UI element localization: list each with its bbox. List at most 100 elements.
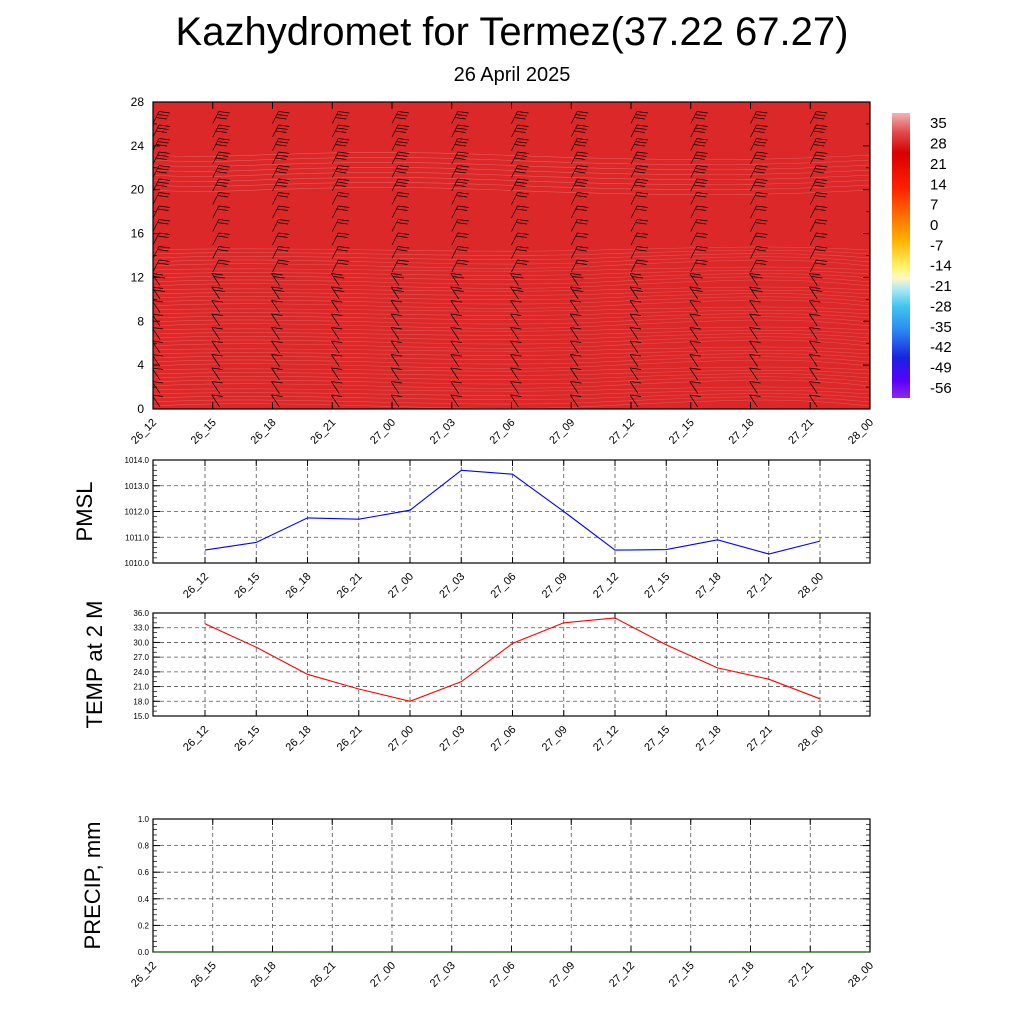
wind-barb-flag bbox=[635, 114, 647, 117]
colorbar-label: -56 bbox=[930, 380, 952, 397]
wind-barb-flag bbox=[813, 144, 825, 147]
wind-barb-flag bbox=[696, 165, 708, 168]
wind-barb-flag bbox=[629, 367, 642, 370]
wind-barb-flag bbox=[217, 168, 229, 171]
wind-barb-flag bbox=[158, 259, 171, 262]
wind-barb-flag bbox=[809, 340, 821, 343]
wind-barb-flag bbox=[457, 205, 469, 208]
wind-barb-flag bbox=[816, 232, 828, 235]
wind-barb bbox=[689, 327, 699, 340]
wind-barb bbox=[510, 327, 519, 340]
wind-barb-flag bbox=[153, 394, 164, 397]
wind-barb-flag bbox=[814, 168, 826, 171]
wind-barb bbox=[391, 259, 399, 273]
wind-barb-flag bbox=[450, 394, 462, 397]
wind-barb-flag bbox=[809, 286, 821, 289]
wind-barb bbox=[809, 259, 817, 273]
wind-barb-flag bbox=[636, 178, 649, 181]
x-tick-label: 27_21 bbox=[745, 571, 775, 601]
wind-barb-flag bbox=[338, 111, 350, 114]
wind-barb-flag bbox=[636, 259, 649, 262]
wind-barb bbox=[390, 313, 400, 327]
wind-barb-flag bbox=[276, 222, 289, 225]
x-tick-label: 27_21 bbox=[745, 724, 775, 754]
x-tick-label: 26_21 bbox=[335, 571, 365, 601]
wind-barb bbox=[808, 381, 818, 394]
wind-barb-flag bbox=[336, 168, 348, 171]
wind-barb-flag bbox=[695, 181, 707, 184]
wind-barb-flag bbox=[816, 246, 828, 249]
wind-barb-flag bbox=[629, 354, 642, 357]
wind-barb-flag bbox=[217, 154, 229, 157]
wind-barb-flag bbox=[158, 151, 171, 154]
wind-barb-flag bbox=[457, 246, 469, 249]
wind-barb-flag bbox=[635, 168, 647, 171]
wind-barbs bbox=[153, 111, 886, 408]
wind-barb-flag bbox=[633, 117, 646, 120]
wind-barb-flag bbox=[868, 313, 870, 315]
wind-barb-flag bbox=[696, 124, 708, 127]
wind-barb bbox=[569, 367, 579, 381]
x-tick-label: 27_18 bbox=[694, 571, 724, 601]
wind-barb-flag bbox=[577, 192, 589, 195]
wind-barb bbox=[153, 232, 160, 246]
wind-barb bbox=[390, 354, 400, 367]
x-tick-label: 27_03 bbox=[437, 724, 467, 754]
wind-barb bbox=[869, 122, 870, 124]
wind-barb bbox=[750, 246, 757, 259]
wind-barb-flag bbox=[749, 340, 761, 343]
wind-barb-flag bbox=[276, 262, 289, 265]
contour-line bbox=[153, 286, 870, 292]
wind-barb bbox=[331, 192, 339, 205]
wind-barb-flag bbox=[271, 354, 283, 357]
wind-barb-flag bbox=[517, 192, 529, 195]
wind-barb-flag bbox=[693, 157, 705, 160]
wind-barb-flag bbox=[390, 273, 403, 276]
wind-barb-flag bbox=[271, 327, 283, 330]
wind-barb-flag bbox=[392, 276, 405, 279]
wind-barb-flag bbox=[454, 184, 466, 187]
wind-barb bbox=[569, 381, 579, 394]
wind-barb-flag bbox=[754, 168, 767, 171]
wind-barb-flag bbox=[875, 169, 886, 171]
wind-barb bbox=[869, 163, 870, 164]
y-tick-label: 28 bbox=[131, 95, 145, 109]
wind-barb bbox=[808, 327, 818, 340]
wind-barb-flag bbox=[689, 300, 701, 303]
contour-line bbox=[153, 276, 870, 285]
colorbar-label: -35 bbox=[930, 319, 952, 336]
wind-barb bbox=[331, 259, 339, 273]
wind-barb-flag bbox=[689, 286, 701, 289]
wind-barb-flag bbox=[756, 111, 768, 114]
wind-barb bbox=[211, 367, 221, 381]
wind-barb-flag bbox=[570, 300, 582, 303]
wind-barb bbox=[629, 367, 639, 381]
wind-barb bbox=[153, 259, 160, 273]
wind-barb-flag bbox=[457, 232, 469, 235]
wind-barb-flag bbox=[633, 157, 646, 160]
wind-barb-flag bbox=[809, 354, 821, 357]
wind-barb-flag bbox=[809, 313, 821, 316]
pmsl-panel: 1014.0 1013.0 1012.0 1011.0 1010.0 26_12 26_15… bbox=[72, 456, 871, 601]
wind-barb-flag bbox=[570, 273, 582, 276]
wind-barb-flag bbox=[510, 300, 522, 303]
contour-line bbox=[153, 386, 870, 392]
wind-barb bbox=[510, 286, 519, 300]
wind-barb-flag bbox=[629, 300, 642, 303]
wind-barb-flag bbox=[396, 222, 408, 225]
wind-barb bbox=[510, 273, 519, 286]
wind-barb-flag bbox=[336, 235, 348, 238]
wind-barb bbox=[749, 273, 758, 286]
colorbar-label: 0 bbox=[930, 217, 938, 234]
wind-barb bbox=[749, 300, 758, 313]
contour-line bbox=[153, 389, 870, 396]
x-tick-label: 27_06 bbox=[488, 960, 518, 990]
wind-barb-flag bbox=[333, 289, 345, 292]
wind-barb-flag bbox=[875, 196, 886, 198]
wind-barb-flag bbox=[397, 111, 410, 114]
wind-barb bbox=[450, 381, 460, 394]
wind-barb-flag bbox=[397, 124, 410, 127]
wind-barb bbox=[510, 313, 519, 327]
wind-barb-flag bbox=[510, 354, 522, 357]
x-tick-label: 27_03 bbox=[428, 960, 458, 990]
